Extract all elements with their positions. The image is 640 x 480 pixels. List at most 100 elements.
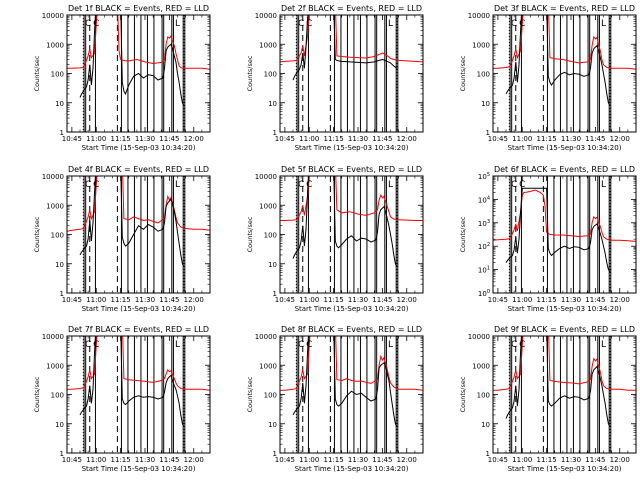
x-tick-label: 10:45 xyxy=(62,135,82,143)
series-lld-red xyxy=(280,15,423,63)
x-tick-label: 11:30 xyxy=(561,135,581,143)
y-tick-label: 10000 xyxy=(255,12,277,20)
x-tick-label: 10:45 xyxy=(488,135,508,143)
plot-frame xyxy=(492,175,637,294)
x-tick-label: 11:15 xyxy=(537,135,557,143)
x-axis-label: Start Time (15-Sep-03 10:34:20) xyxy=(82,144,196,152)
y-tick-label: 1000 xyxy=(46,202,64,210)
x-tick-label: 10:45 xyxy=(62,456,82,464)
x-tick-label: 11:15 xyxy=(111,135,131,143)
series-events-black xyxy=(79,15,185,106)
plot-area xyxy=(280,176,423,293)
x-axis-label: Start Time (15-Sep-03 10:34:20) xyxy=(508,465,622,473)
y-tick-label: 1 xyxy=(60,129,64,137)
panel-title: Det 3f BLACK = Events, RED = LLD xyxy=(494,4,635,13)
y-tick-label: 1 xyxy=(486,129,490,137)
plot-frame xyxy=(66,175,211,294)
series-events-black xyxy=(79,336,185,427)
y-tick-label: 10000 xyxy=(255,173,277,181)
x-tick-label: 11:30 xyxy=(561,296,581,304)
y-tick-label: 1000 xyxy=(46,362,64,370)
x-tick-label: 12:00 xyxy=(397,296,417,304)
x-tick-label: 11:00 xyxy=(512,456,532,464)
series-events-black xyxy=(292,336,398,427)
x-tick-label: 10:45 xyxy=(275,135,295,143)
x-tick-label: 11:30 xyxy=(348,296,368,304)
y-tick-label: 10000 xyxy=(42,12,64,20)
x-tick-label: 11:15 xyxy=(537,296,557,304)
series-lld-red xyxy=(67,176,210,232)
x-tick-label: 11:15 xyxy=(111,296,131,304)
y-axis-label: Counts/sec xyxy=(459,216,467,252)
x-tick-label: 12:00 xyxy=(184,296,204,304)
event-marker: L xyxy=(175,180,180,190)
series-events-black xyxy=(505,336,611,427)
y-axis-label: Counts/sec xyxy=(246,216,254,252)
y-tick-label: 100 xyxy=(51,232,64,240)
event-marker: C xyxy=(519,180,525,190)
event-marker: C xyxy=(298,19,304,29)
y-tick-label: 10 xyxy=(481,100,490,108)
y-tick-label: 1000 xyxy=(259,41,277,49)
y-tick-label: 10 xyxy=(55,421,64,429)
panel-title: Det 6f BLACK = Events, RED = LLD xyxy=(494,165,635,174)
x-tick-label: 11:45 xyxy=(585,135,605,143)
plot-area xyxy=(67,336,210,453)
event-marker: L xyxy=(388,19,393,29)
x-tick-label: 11:45 xyxy=(372,296,392,304)
x-tick-label: 10:45 xyxy=(62,296,82,304)
series-lld-red xyxy=(280,176,423,221)
x-tick-label: 11:15 xyxy=(111,456,131,464)
event-marker: C xyxy=(93,180,99,190)
series-lld-red xyxy=(493,15,636,70)
x-tick-label: 12:00 xyxy=(610,296,630,304)
panel-det-7: Det 7f BLACK = Events, RED = LLD 1 10 100 10… xyxy=(33,325,211,473)
y-tick-label: 100 xyxy=(477,71,490,79)
x-tick-label: 11:00 xyxy=(299,456,319,464)
event-marker: L xyxy=(175,340,180,350)
y-tick-label: 1000 xyxy=(259,202,277,210)
x-tick-label: 11:15 xyxy=(324,456,344,464)
plot-frame xyxy=(492,14,637,133)
panel-title: Det 4f BLACK = Events, RED = LLD xyxy=(68,165,209,174)
plot-area xyxy=(67,15,210,132)
y-tick-label: 10000 xyxy=(42,173,64,181)
y-tick-label: 10000 xyxy=(468,12,490,20)
x-tick-label: 11:30 xyxy=(135,296,155,304)
event-marker: C xyxy=(298,180,304,190)
x-tick-label: 11:00 xyxy=(86,135,106,143)
panel-det-3: Det 3f BLACK = Events, RED = LLD 1 10 100 10… xyxy=(459,4,637,152)
x-tick-label: 11:45 xyxy=(585,296,605,304)
y-tick-label: 1 xyxy=(273,450,277,458)
x-tick-label: 11:15 xyxy=(537,456,557,464)
series-events-black xyxy=(79,176,185,267)
x-tick-label: 12:00 xyxy=(184,135,204,143)
y-tick-label: 101 xyxy=(478,266,490,275)
y-axis-label: Counts/sec xyxy=(33,55,41,91)
x-tick-label: 11:30 xyxy=(348,135,368,143)
event-marker: C xyxy=(519,19,525,29)
y-tick-label: 102 xyxy=(478,242,490,251)
panel-det-4: Det 4f BLACK = Events, RED = LLD 1 10 100 10… xyxy=(33,165,211,313)
plot-frame xyxy=(492,335,637,454)
series-events-black xyxy=(292,176,398,267)
plot-area xyxy=(493,176,636,293)
y-tick-label: 104 xyxy=(478,195,490,204)
series-lld-red xyxy=(67,15,210,70)
x-tick-label: 12:00 xyxy=(397,456,417,464)
x-tick-label: 10:45 xyxy=(488,456,508,464)
x-tick-label: 11:45 xyxy=(159,456,179,464)
y-tick-label: 100 xyxy=(51,71,64,79)
plot-frame xyxy=(279,14,424,133)
x-tick-label: 11:00 xyxy=(86,296,106,304)
series-lld-red xyxy=(493,189,636,242)
panel-title: Det 1f BLACK = Events, RED = LLD xyxy=(68,4,209,13)
y-tick-label: 1 xyxy=(486,450,490,458)
y-tick-label: 1 xyxy=(273,129,277,137)
x-tick-label: 11:00 xyxy=(512,296,532,304)
x-tick-label: 12:00 xyxy=(397,135,417,143)
event-marker: C xyxy=(93,340,99,350)
series-events-black xyxy=(292,15,398,81)
y-tick-label: 1000 xyxy=(259,362,277,370)
